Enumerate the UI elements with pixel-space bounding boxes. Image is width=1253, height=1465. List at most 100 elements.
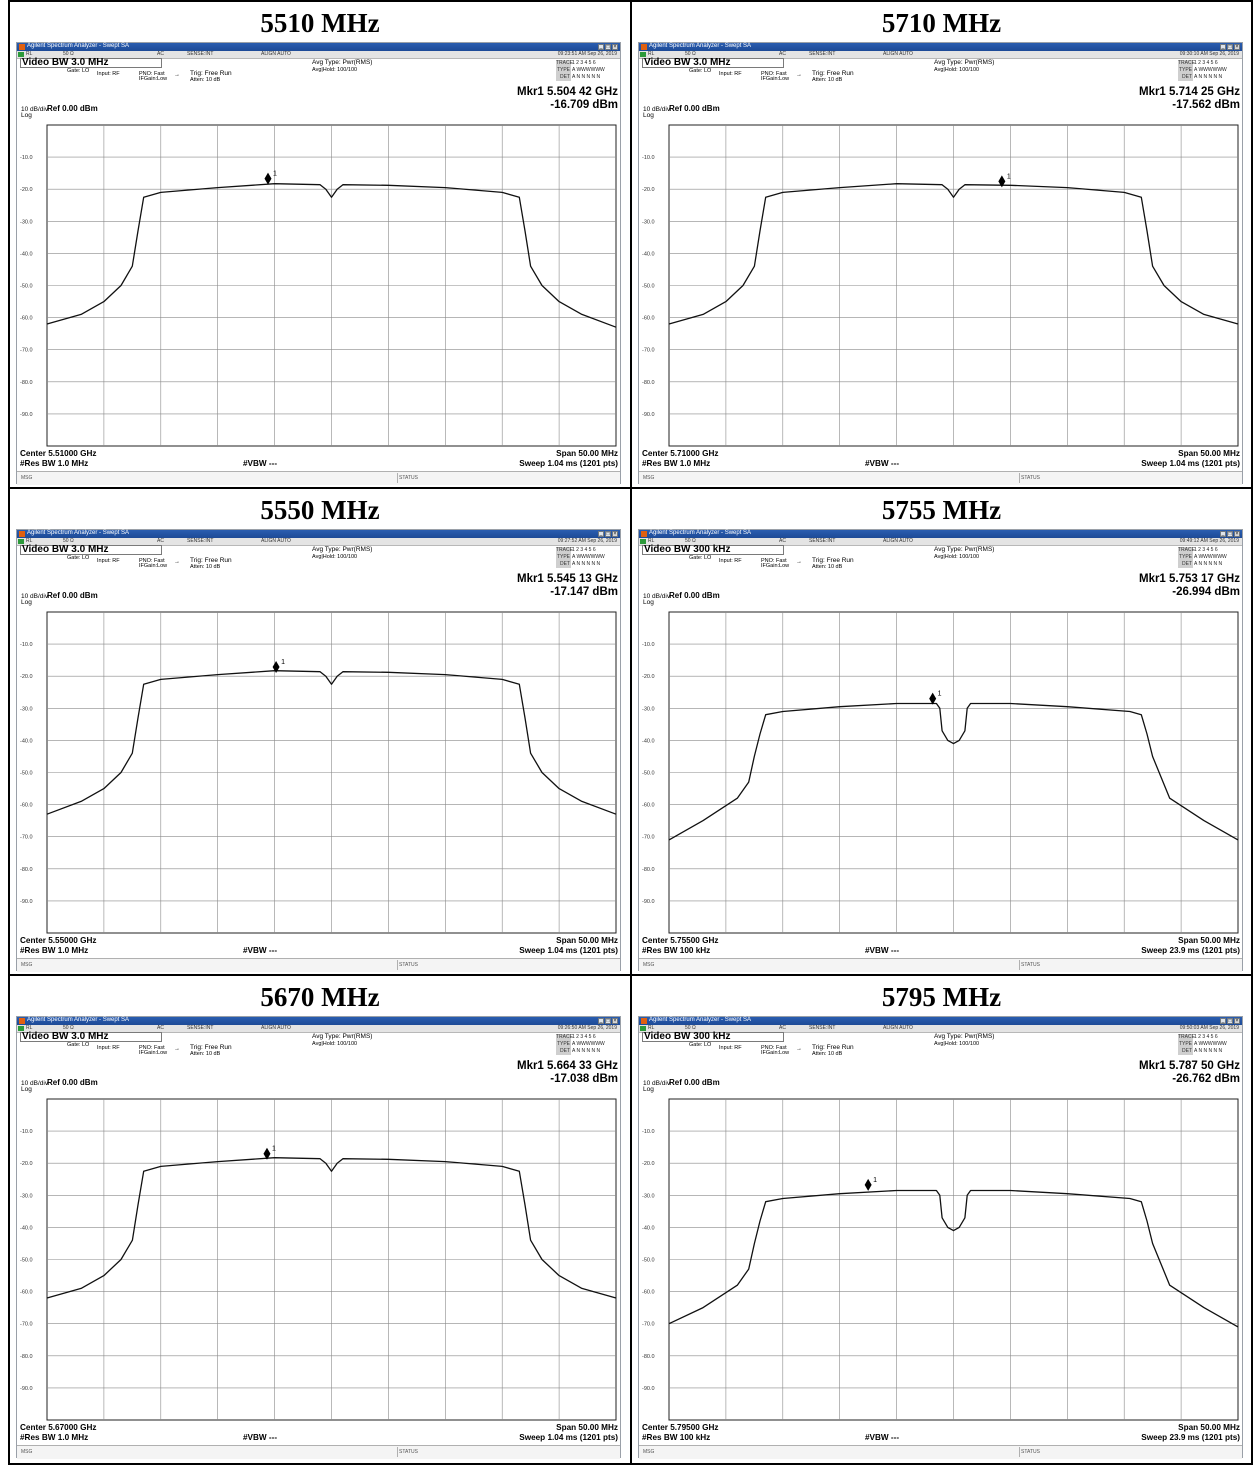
type-key: TYPE (556, 67, 571, 74)
close-icon[interactable]: × (612, 531, 618, 537)
y-tick-label: -40.0 (20, 251, 33, 257)
log-label: Log (21, 599, 32, 606)
scale-label: 10 dB/div (643, 1080, 671, 1087)
y-tick-label: -70.0 (20, 348, 33, 354)
cell-title: 5510 MHz (260, 8, 380, 38)
vbw-readout: #VBW --- (243, 1433, 278, 1442)
atten-label: Atten: 10 dB (190, 564, 221, 570)
spectrum-trace (668, 1189, 1239, 1328)
y-tick-label: -10.0 (642, 642, 655, 648)
close-icon[interactable]: × (1234, 44, 1240, 50)
maximize-icon[interactable]: □ (605, 44, 611, 50)
close-icon[interactable]: × (1234, 531, 1240, 537)
window-titlebar[interactable]: Agilent Spectrum Analyzer - Swept SA _ □… (639, 43, 1242, 51)
maximize-icon[interactable]: □ (605, 531, 611, 537)
align-label: ALIGN AUTO (261, 538, 291, 544)
video-bw-label: Video BW 3.0 MHz (644, 57, 731, 68)
video-bw-field[interactable]: Video BW 3.0 MHz (642, 57, 784, 68)
y-tick-label: -70.0 (642, 1322, 655, 1328)
maximize-icon[interactable]: □ (605, 1018, 611, 1024)
sense-label: SENSE:INT (187, 1025, 214, 1031)
maximize-icon[interactable]: □ (1227, 531, 1233, 537)
avg-type-label: Avg Type: Pwr(RMS) (312, 546, 373, 553)
video-bw-field[interactable]: Video BW 300 kHz (642, 1031, 784, 1042)
marker-frequency: Mkr1 5.714 25 GHz (1138, 86, 1240, 98)
close-icon[interactable]: × (1234, 1018, 1240, 1024)
status-label: STATUS (1021, 475, 1040, 481)
maximize-icon[interactable]: □ (1227, 44, 1233, 50)
y-tick-label: -80.0 (20, 867, 33, 873)
window-title: Agilent Spectrum Analyzer - Swept SA (27, 1017, 130, 1023)
ref-level-label: Ref 0.00 dBm (669, 1078, 720, 1087)
message-bar: MSG STATUS (17, 958, 620, 972)
window-titlebar[interactable]: Agilent Spectrum Analyzer - Swept SA _ □… (17, 1017, 620, 1025)
center-frequency: Center 5.67000 GHz (20, 1423, 97, 1432)
y-tick-label: -90.0 (642, 412, 655, 418)
trigger-arrow-icon: → (796, 1046, 802, 1052)
type-key: TYPE (1178, 1041, 1193, 1048)
vbw-readout: #VBW --- (865, 1433, 900, 1442)
minimize-icon[interactable]: _ (598, 1018, 604, 1024)
spectrum-trace (46, 670, 617, 815)
trace-key: TRACE (1178, 547, 1195, 554)
window-titlebar[interactable]: Agilent Spectrum Analyzer - Swept SA _ □… (639, 1017, 1242, 1025)
minimize-icon[interactable]: _ (1220, 1018, 1226, 1024)
ref-level-label: Ref 0.00 dBm (669, 104, 720, 113)
y-tick-label: -30.0 (20, 219, 33, 225)
trace-key: TRACE (556, 60, 573, 67)
y-tick-label: -90.0 (20, 412, 33, 418)
y-tick-label: -70.0 (642, 348, 655, 354)
rl-label: RL (648, 51, 655, 57)
y-tick-label: -20.0 (642, 1161, 655, 1167)
y-tick-label: -10.0 (642, 1129, 655, 1135)
marker-frequency: Mkr1 5.664 33 GHz (516, 1060, 618, 1072)
sense-label: SENSE:INT (809, 51, 836, 57)
spectrum-plot: -10.0 -20.0 -30.0 -40.0 -50.0 -60.0 -70.0 -80.0… (20, 1098, 617, 1421)
spectrum-plot: -10.0 -20.0 -30.0 -40.0 -50.0 -60.0 -70.0 -80.0… (20, 124, 617, 447)
minimize-icon[interactable]: _ (598, 44, 604, 50)
scale-label: 10 dB/div (643, 106, 671, 113)
det-value: A N N N N N (1194, 1048, 1223, 1054)
type-value: A WWWWWW (572, 1041, 605, 1047)
video-bw-field[interactable]: Video BW 3.0 MHz (20, 57, 162, 68)
status-separator (397, 960, 398, 970)
y-tick-label: -20.0 (642, 674, 655, 680)
video-bw-field[interactable]: Video BW 3.0 MHz (20, 1031, 162, 1042)
close-icon[interactable]: × (612, 1018, 618, 1024)
minimize-icon[interactable]: _ (598, 531, 604, 537)
avg-type-label: Avg Type: Pwr(RMS) (934, 546, 995, 553)
center-frequency: Center 5.55000 GHz (20, 936, 97, 945)
y-tick-label: -80.0 (642, 867, 655, 873)
plot-cell: 5550 MHz Agilent Spectrum Analyzer - Swe… (8, 489, 632, 976)
message-bar: MSG STATUS (639, 958, 1242, 972)
ifgain-label: IFGain:Low (761, 76, 790, 82)
minimize-icon[interactable]: _ (1220, 531, 1226, 537)
avg-type-label: Avg Type: Pwr(RMS) (934, 59, 995, 66)
impedance-label: 50 Ω (685, 538, 696, 544)
status-strip: RL 50 Ω AC SENSE:INT ALIGN AUTO 09:27:52… (17, 538, 620, 546)
marker-diamond (264, 172, 272, 185)
coupling-label: AC (157, 51, 164, 57)
trigger-arrow-icon: → (796, 72, 802, 78)
det-value: A N N N N N (572, 561, 601, 567)
window-controls: _ □ × (598, 531, 618, 537)
window-titlebar[interactable]: Agilent Spectrum Analyzer - Swept SA _ □… (17, 43, 620, 51)
close-icon[interactable]: × (612, 44, 618, 50)
window-titlebar[interactable]: Agilent Spectrum Analyzer - Swept SA _ □… (17, 530, 620, 538)
window-titlebar[interactable]: Agilent Spectrum Analyzer - Swept SA _ □… (639, 530, 1242, 538)
maximize-icon[interactable]: □ (1227, 1018, 1233, 1024)
video-bw-field[interactable]: Video BW 300 kHz (642, 544, 784, 555)
y-tick-label: -30.0 (642, 706, 655, 712)
status-label: STATUS (1021, 962, 1040, 968)
span-readout: Span 50.00 MHz (1178, 936, 1240, 945)
video-bw-field[interactable]: Video BW 3.0 MHz (20, 544, 162, 555)
res-bw: #Res BW 1.0 MHz (20, 946, 89, 955)
det-key: DET (1178, 1048, 1193, 1055)
minimize-icon[interactable]: _ (1220, 44, 1226, 50)
status-separator (1019, 1447, 1020, 1457)
plot-cell: 5755 MHz Agilent Spectrum Analyzer - Swe… (632, 489, 1253, 976)
span-readout: Span 50.00 MHz (1178, 1423, 1240, 1432)
y-tick-label: -50.0 (642, 771, 655, 777)
align-label: ALIGN AUTO (883, 51, 913, 57)
input-label: Input: RF (97, 71, 120, 77)
